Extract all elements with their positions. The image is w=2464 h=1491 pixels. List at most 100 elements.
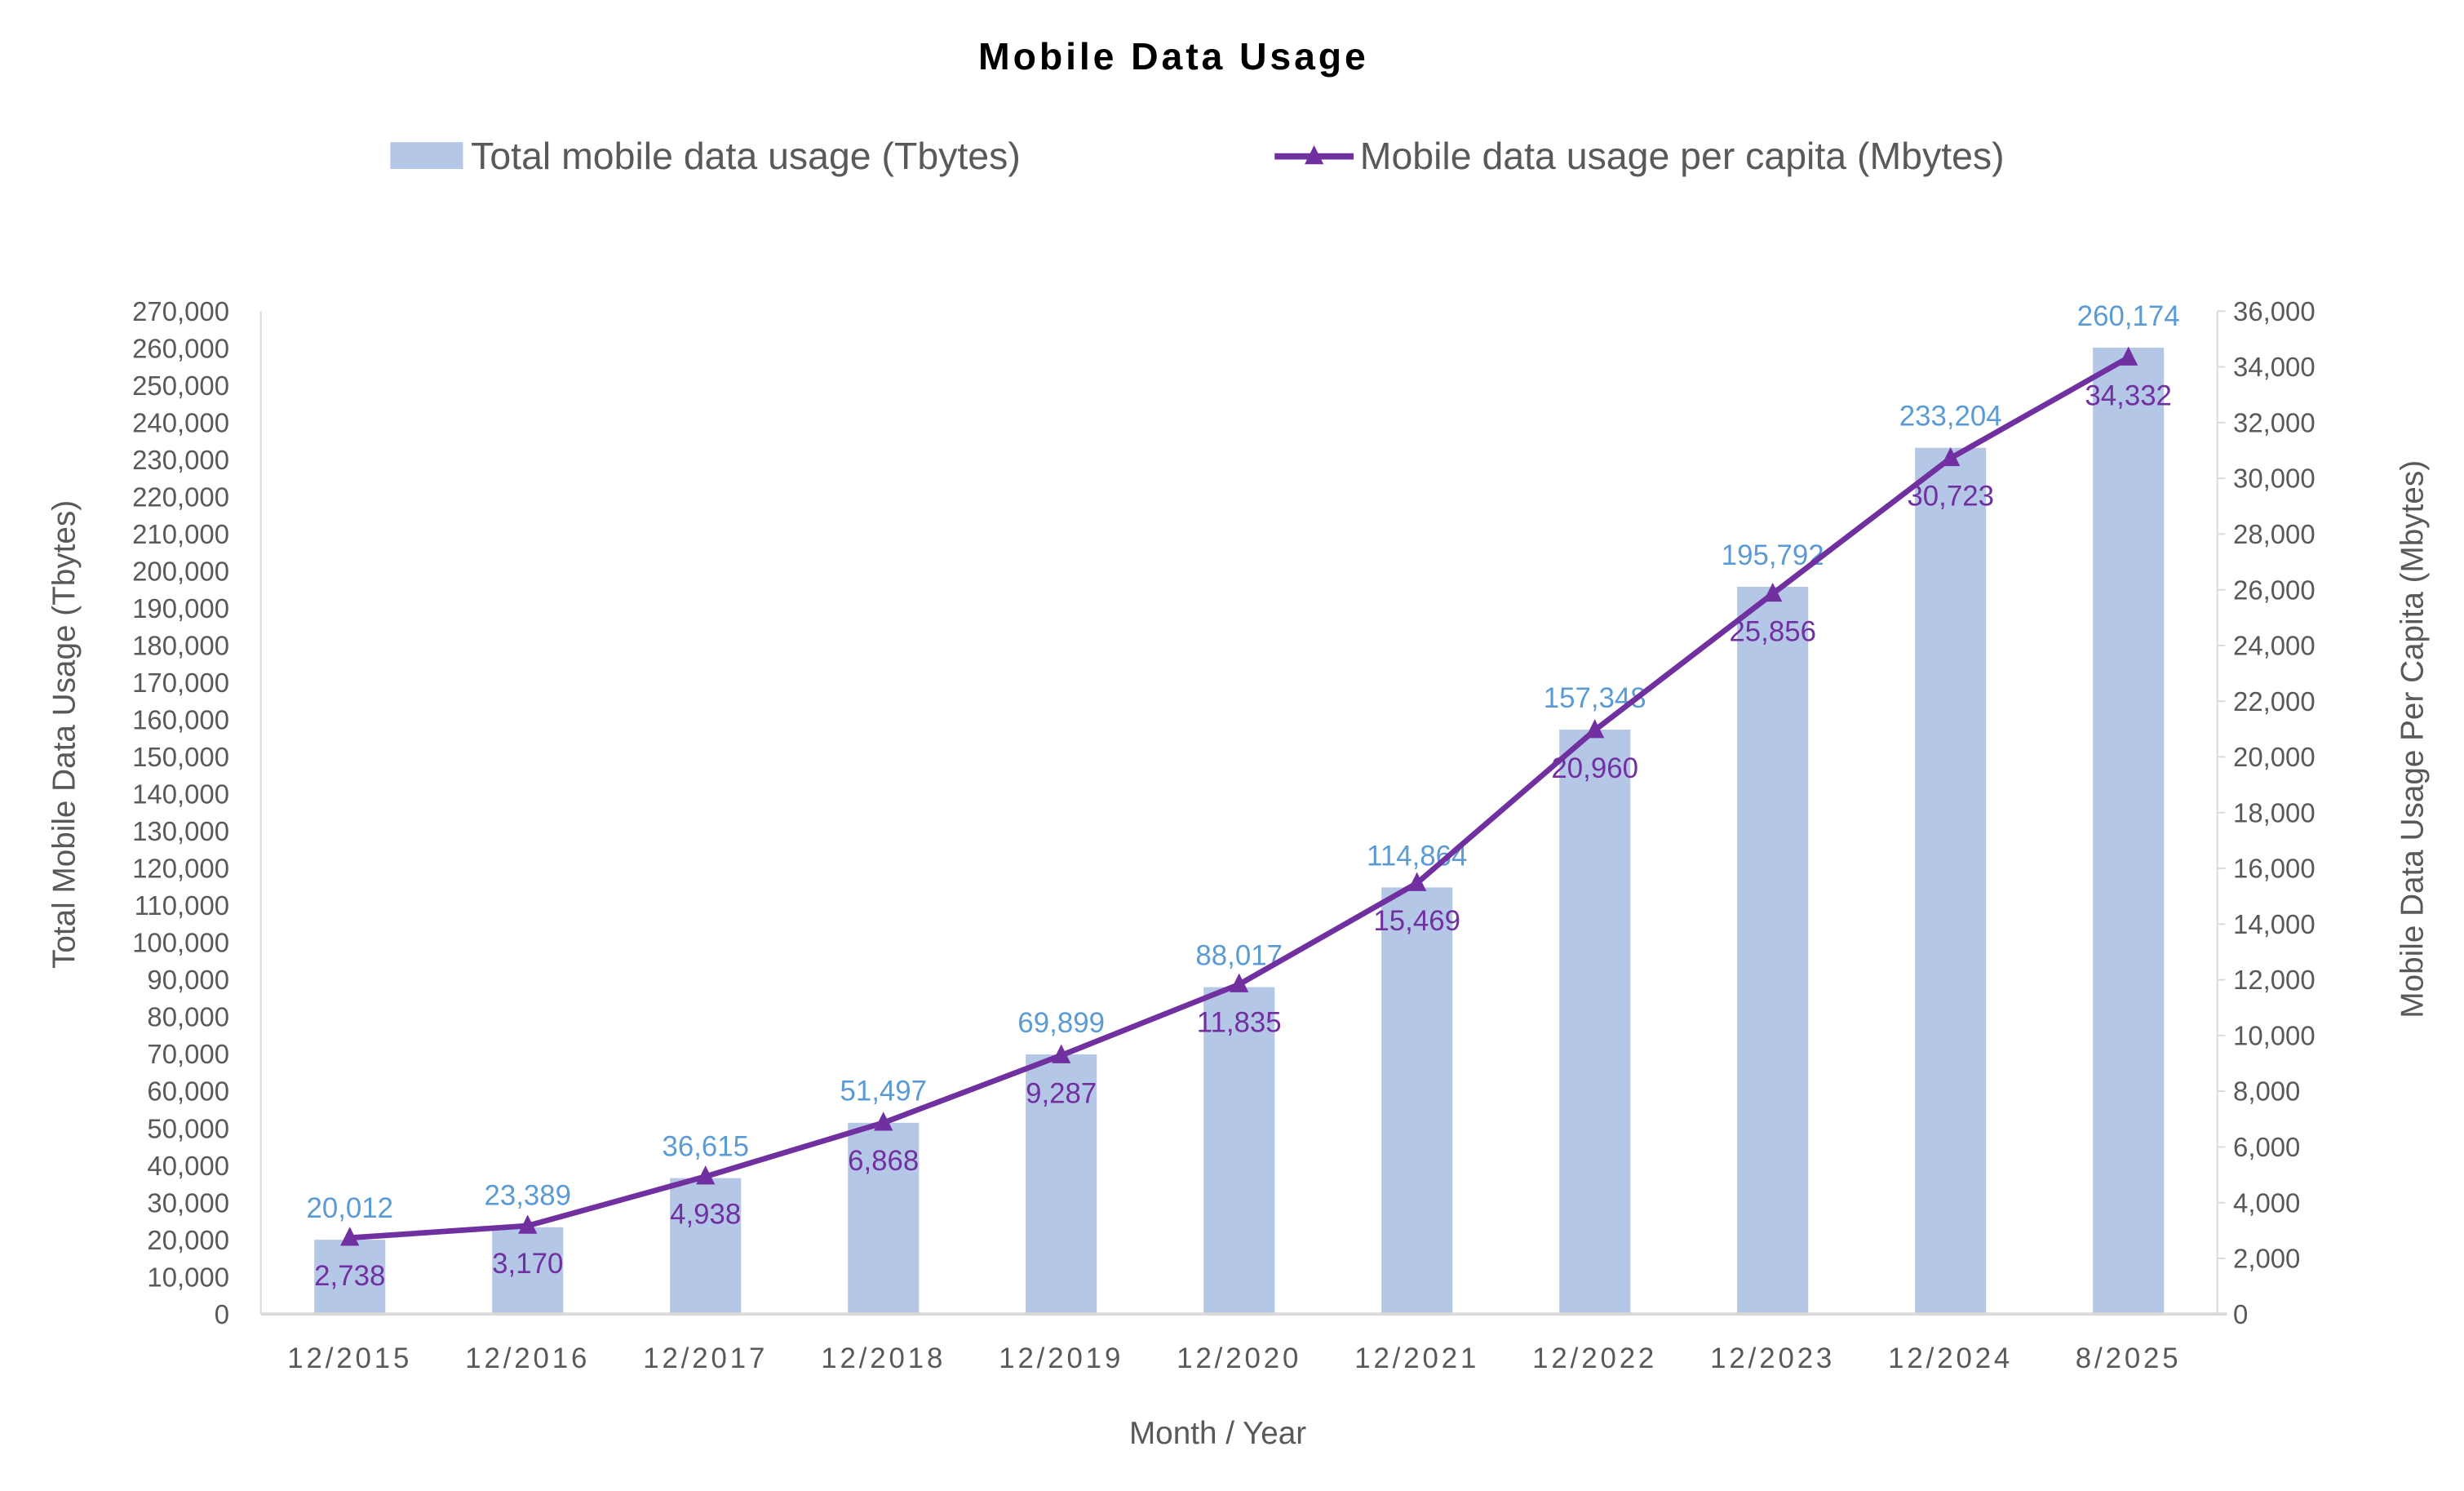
line-data-label: 9,287 bbox=[1026, 1077, 1097, 1109]
left-tick-label: 60,000 bbox=[147, 1076, 229, 1107]
bar-data-label: 69,899 bbox=[1017, 1007, 1105, 1039]
chart-title: Mobile Data Usage bbox=[978, 35, 1369, 78]
bar bbox=[1915, 447, 1987, 1315]
right-tick-label: 10,000 bbox=[2233, 1020, 2316, 1050]
bar bbox=[314, 1240, 386, 1315]
left-tick-label: 130,000 bbox=[132, 816, 229, 846]
right-tick-label: 32,000 bbox=[2233, 407, 2316, 437]
bar bbox=[1559, 730, 1631, 1315]
bar bbox=[1026, 1054, 1097, 1315]
line-data-label: 15,469 bbox=[1373, 905, 1460, 937]
triangle-marker bbox=[1230, 973, 1249, 992]
x-tick-label: 12/2017 bbox=[643, 1342, 768, 1374]
left-tick-label: 30,000 bbox=[147, 1187, 229, 1218]
bar bbox=[2093, 347, 2165, 1315]
x-tick-label: 12/2024 bbox=[1888, 1342, 2013, 1374]
left-tick-label: 160,000 bbox=[132, 705, 229, 735]
x-axis-title: Month / Year bbox=[1129, 1416, 1306, 1451]
right-tick-label: 36,000 bbox=[2233, 296, 2316, 326]
bar-data-label: 233,204 bbox=[1899, 401, 2002, 433]
line-data-label: 34,332 bbox=[2085, 379, 2172, 411]
left-tick-label: 50,000 bbox=[147, 1113, 229, 1143]
left-tick-label: 100,000 bbox=[132, 928, 229, 958]
left-tick-label: 110,000 bbox=[135, 890, 229, 921]
bar-data-label: 23,389 bbox=[484, 1180, 571, 1212]
right-tick-label: 14,000 bbox=[2233, 909, 2316, 939]
bar bbox=[1737, 587, 1809, 1315]
legend-label-line: Mobile data usage per capita (Mbytes) bbox=[1360, 135, 2005, 177]
left-tick-label: 80,000 bbox=[147, 1002, 229, 1032]
line-data-label: 2,738 bbox=[314, 1260, 385, 1292]
triangle-marker bbox=[1407, 872, 1427, 891]
right-axis-ticks: 0 2,000 4,000 6,000 8,000 10,000 12,000 14,000 1… bbox=[2217, 296, 2316, 1329]
x-tick-label: 12/2023 bbox=[1710, 1342, 1835, 1374]
left-tick-label: 40,000 bbox=[147, 1151, 229, 1181]
right-tick-label: 12,000 bbox=[2233, 965, 2316, 995]
bar bbox=[848, 1122, 920, 1315]
line-data-label: 11,835 bbox=[1197, 1006, 1282, 1038]
right-tick-label: 2,000 bbox=[2233, 1244, 2300, 1274]
triangle-marker bbox=[1941, 446, 1961, 467]
triangle-marker bbox=[518, 1214, 538, 1234]
left-axis-title: Total Mobile Data Usage (Tbytes) bbox=[47, 500, 82, 969]
left-tick-label: 20,000 bbox=[147, 1225, 229, 1255]
bar-data-label: 20,012 bbox=[306, 1192, 393, 1224]
left-tick-label: 240,000 bbox=[132, 407, 229, 437]
line-data-label: 30,723 bbox=[1907, 480, 1994, 512]
left-tick-label: 230,000 bbox=[132, 445, 229, 475]
triangle-marker bbox=[2119, 346, 2138, 366]
left-tick-label: 0 bbox=[215, 1299, 229, 1329]
right-tick-label: 22,000 bbox=[2233, 686, 2316, 717]
left-tick-label: 140,000 bbox=[132, 779, 229, 810]
right-tick-label: 20,000 bbox=[2233, 742, 2316, 772]
right-tick-label: 16,000 bbox=[2233, 854, 2316, 884]
left-tick-label: 270,000 bbox=[132, 296, 229, 326]
x-tick-label: 8/2025 bbox=[2076, 1342, 2182, 1374]
legend: Total mobile data usage (Tbytes) Mobile … bbox=[390, 135, 2005, 177]
left-tick-label: 200,000 bbox=[132, 557, 229, 587]
bar bbox=[1203, 987, 1275, 1315]
bar-data-label: 157,348 bbox=[1544, 682, 1646, 714]
right-tick-label: 6,000 bbox=[2233, 1132, 2300, 1162]
bars: 20,012 23,38936,61551,49769,89988,017114,… bbox=[306, 300, 2180, 1315]
x-tick-label: 12/2022 bbox=[1532, 1342, 1657, 1374]
left-tick-label: 210,000 bbox=[132, 519, 229, 549]
right-tick-label: 34,000 bbox=[2233, 352, 2316, 382]
bar bbox=[1381, 887, 1453, 1315]
right-tick-label: 18,000 bbox=[2233, 797, 2316, 828]
left-axis-ticks: 0 10,000 20,000 30,000 40,000 50,000 60,000 70,… bbox=[132, 296, 229, 1329]
left-tick-label: 220,000 bbox=[132, 481, 229, 512]
triangle-marker bbox=[1763, 583, 1783, 602]
left-tick-label: 170,000 bbox=[132, 668, 229, 698]
legend-triangle-icon bbox=[1305, 145, 1324, 165]
x-tick-label: 12/2020 bbox=[1177, 1342, 1301, 1374]
bar-data-label: 36,615 bbox=[662, 1130, 749, 1162]
left-tick-label: 120,000 bbox=[132, 854, 229, 884]
right-tick-label: 24,000 bbox=[2233, 631, 2316, 661]
right-tick-label: 28,000 bbox=[2233, 519, 2316, 549]
right-tick-label: 8,000 bbox=[2233, 1076, 2300, 1107]
right-tick-label: 30,000 bbox=[2233, 464, 2316, 494]
right-axis-title: Mobile Data Usage Per Capita (Mbytes) bbox=[2395, 460, 2430, 1018]
line-data-label: 4,938 bbox=[670, 1199, 741, 1231]
left-tick-label: 10,000 bbox=[147, 1262, 229, 1292]
legend-swatch-bar bbox=[390, 142, 463, 170]
left-tick-label: 250,000 bbox=[132, 371, 229, 401]
bar bbox=[492, 1227, 564, 1315]
bar-data-label: 260,174 bbox=[2077, 300, 2180, 332]
left-tick-label: 180,000 bbox=[132, 631, 229, 661]
x-tick-label: 12/2021 bbox=[1354, 1342, 1479, 1374]
line-series: 2,738 3,170 4,938 6,868 9,287 11,835 15,469 20,… bbox=[314, 346, 2172, 1292]
triangle-marker bbox=[874, 1112, 893, 1131]
line-data-label: 3,170 bbox=[492, 1248, 563, 1280]
triangle-marker bbox=[1585, 719, 1605, 739]
x-tick-label: 12/2018 bbox=[821, 1342, 946, 1374]
x-axis-ticks: 12/2015 12/2016 12/2017 12/2018 12/2019 12/20… bbox=[287, 1342, 2182, 1374]
right-tick-label: 26,000 bbox=[2233, 575, 2316, 605]
x-tick-label: 12/2019 bbox=[999, 1342, 1123, 1374]
left-tick-label: 190,000 bbox=[132, 593, 229, 623]
right-tick-label: 4,000 bbox=[2233, 1187, 2300, 1218]
left-tick-label: 150,000 bbox=[132, 742, 229, 772]
triangle-marker bbox=[1052, 1044, 1071, 1063]
